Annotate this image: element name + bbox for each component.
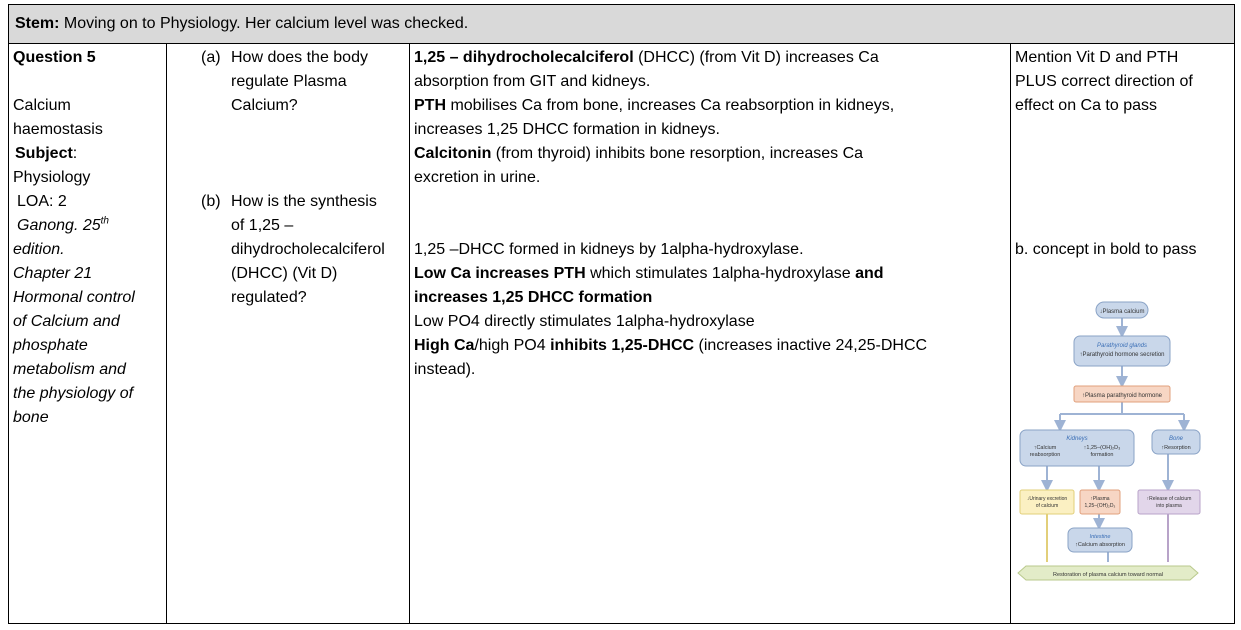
node-kidneys-text: reabsorption (1030, 452, 1061, 458)
reference-line: phosphate (13, 337, 88, 354)
question-table: Stem: Moving on to Physiology. Her calci… (7, 4, 1236, 624)
topic-line: haemostasis (13, 121, 103, 138)
node-plasma-calcium (1095, 301, 1149, 319)
topic-line: Calcium (13, 97, 71, 114)
node-parathyroid (1073, 335, 1171, 367)
question-number: Question 5 (13, 49, 96, 66)
question-b: (b) How is the synthesis of 1,25 – dihyd… (201, 193, 385, 306)
answer-b: 1,25 –DHCC formed in kidneys by 1alpha-h… (414, 241, 928, 378)
node-plasma-vitd-text: ↑Plasma (1090, 496, 1109, 502)
node-release-text: ↑Release of calcium (1147, 496, 1192, 502)
flow-arrows (1041, 318, 1190, 530)
reference-line: the physiology of (13, 385, 134, 402)
node-parathyroid-title: Parathyroid glands (1097, 343, 1147, 349)
calcium-flowchart: ↓Plasma calcium Parathyroid glands ↑Para… (1012, 296, 1222, 588)
node-kidneys-text: ↑Calcium (1034, 445, 1057, 451)
reference-line: of Calcium and (13, 313, 120, 330)
node-bone (1151, 429, 1201, 455)
node-release (1137, 489, 1201, 515)
node-kidneys (1019, 429, 1135, 467)
node-plasma-pth-label: ↑Plasma parathyroid hormone (1082, 393, 1163, 399)
node-plasma-calcium-label: ↓Plasma calcium (1099, 309, 1144, 315)
node-plasma-vitd-text: 1,25–(OH)₂D₃ (1085, 503, 1116, 509)
node-plasma-pth (1073, 385, 1171, 403)
questions-cell: (a) How does the body regulate Plasma Ca… (166, 43, 410, 624)
node-plasma-vitd (1079, 489, 1121, 515)
node-bone-text: ↑Resorption (1161, 445, 1190, 451)
reference-line: Chapter 21 (13, 265, 93, 282)
subject-label: Subject: (15, 145, 78, 162)
stem-label: Stem: (15, 15, 60, 32)
answer-a: 1,25 – dihydrocholecalciferol (DHCC) (fr… (414, 49, 895, 186)
node-urinary-text: ↓Urinary excretion (1027, 496, 1068, 502)
reference-line: metabolism and (13, 361, 126, 378)
node-parathyroid-text: ↑Parathyroid hormone secretion (1079, 352, 1164, 358)
question-row: Question 5 Calcium haemostasis Subject: … (8, 43, 1236, 624)
subject-value: Physiology (13, 169, 91, 186)
node-intestine-text: ↑Calcium absorption (1075, 542, 1125, 548)
reference-line: edition. (13, 241, 65, 258)
question-a: (a) How does the body regulate Plasma Ca… (201, 49, 368, 114)
question-info-cell: Question 5 Calcium haemostasis Subject: … (8, 43, 167, 624)
node-release-text: into plasma (1156, 503, 1182, 509)
node-urinary-text: of calcium (1036, 503, 1059, 509)
node-urinary (1019, 489, 1075, 515)
node-intestine-title: Intestine (1090, 534, 1111, 540)
reference-line: bone (13, 409, 49, 426)
node-intestine (1067, 527, 1133, 553)
node-kidneys-text: ↑1,25–(OH)₂D₃ (1084, 445, 1121, 451)
node-kidneys-text: formation (1091, 452, 1114, 458)
loa-value: LOA: 2 (17, 193, 67, 210)
marking-b: b. concept in bold to pass (1015, 241, 1197, 258)
node-bone-title: Bone (1169, 436, 1184, 442)
node-kidneys-title: Kidneys (1066, 436, 1087, 442)
stem-text: Moving on to Physiology. Her calcium lev… (59, 15, 469, 32)
stem-cell: Stem: Moving on to Physiology. Her calci… (7, 4, 1236, 44)
marking-a: Mention Vit D and PTH PLUS correct direc… (1015, 49, 1193, 114)
reference-line: Hormonal control (13, 289, 135, 306)
answers-cell: 1,25 – dihydrocholecalciferol (DHCC) (fr… (409, 43, 1011, 624)
node-restoration-label: Restoration of plasma calcium toward nor… (1053, 572, 1163, 578)
stem-row: Stem: Moving on to Physiology. Her calci… (7, 4, 1236, 44)
reference-book: Ganong. 25th (17, 215, 109, 234)
node-restoration (1017, 565, 1199, 581)
